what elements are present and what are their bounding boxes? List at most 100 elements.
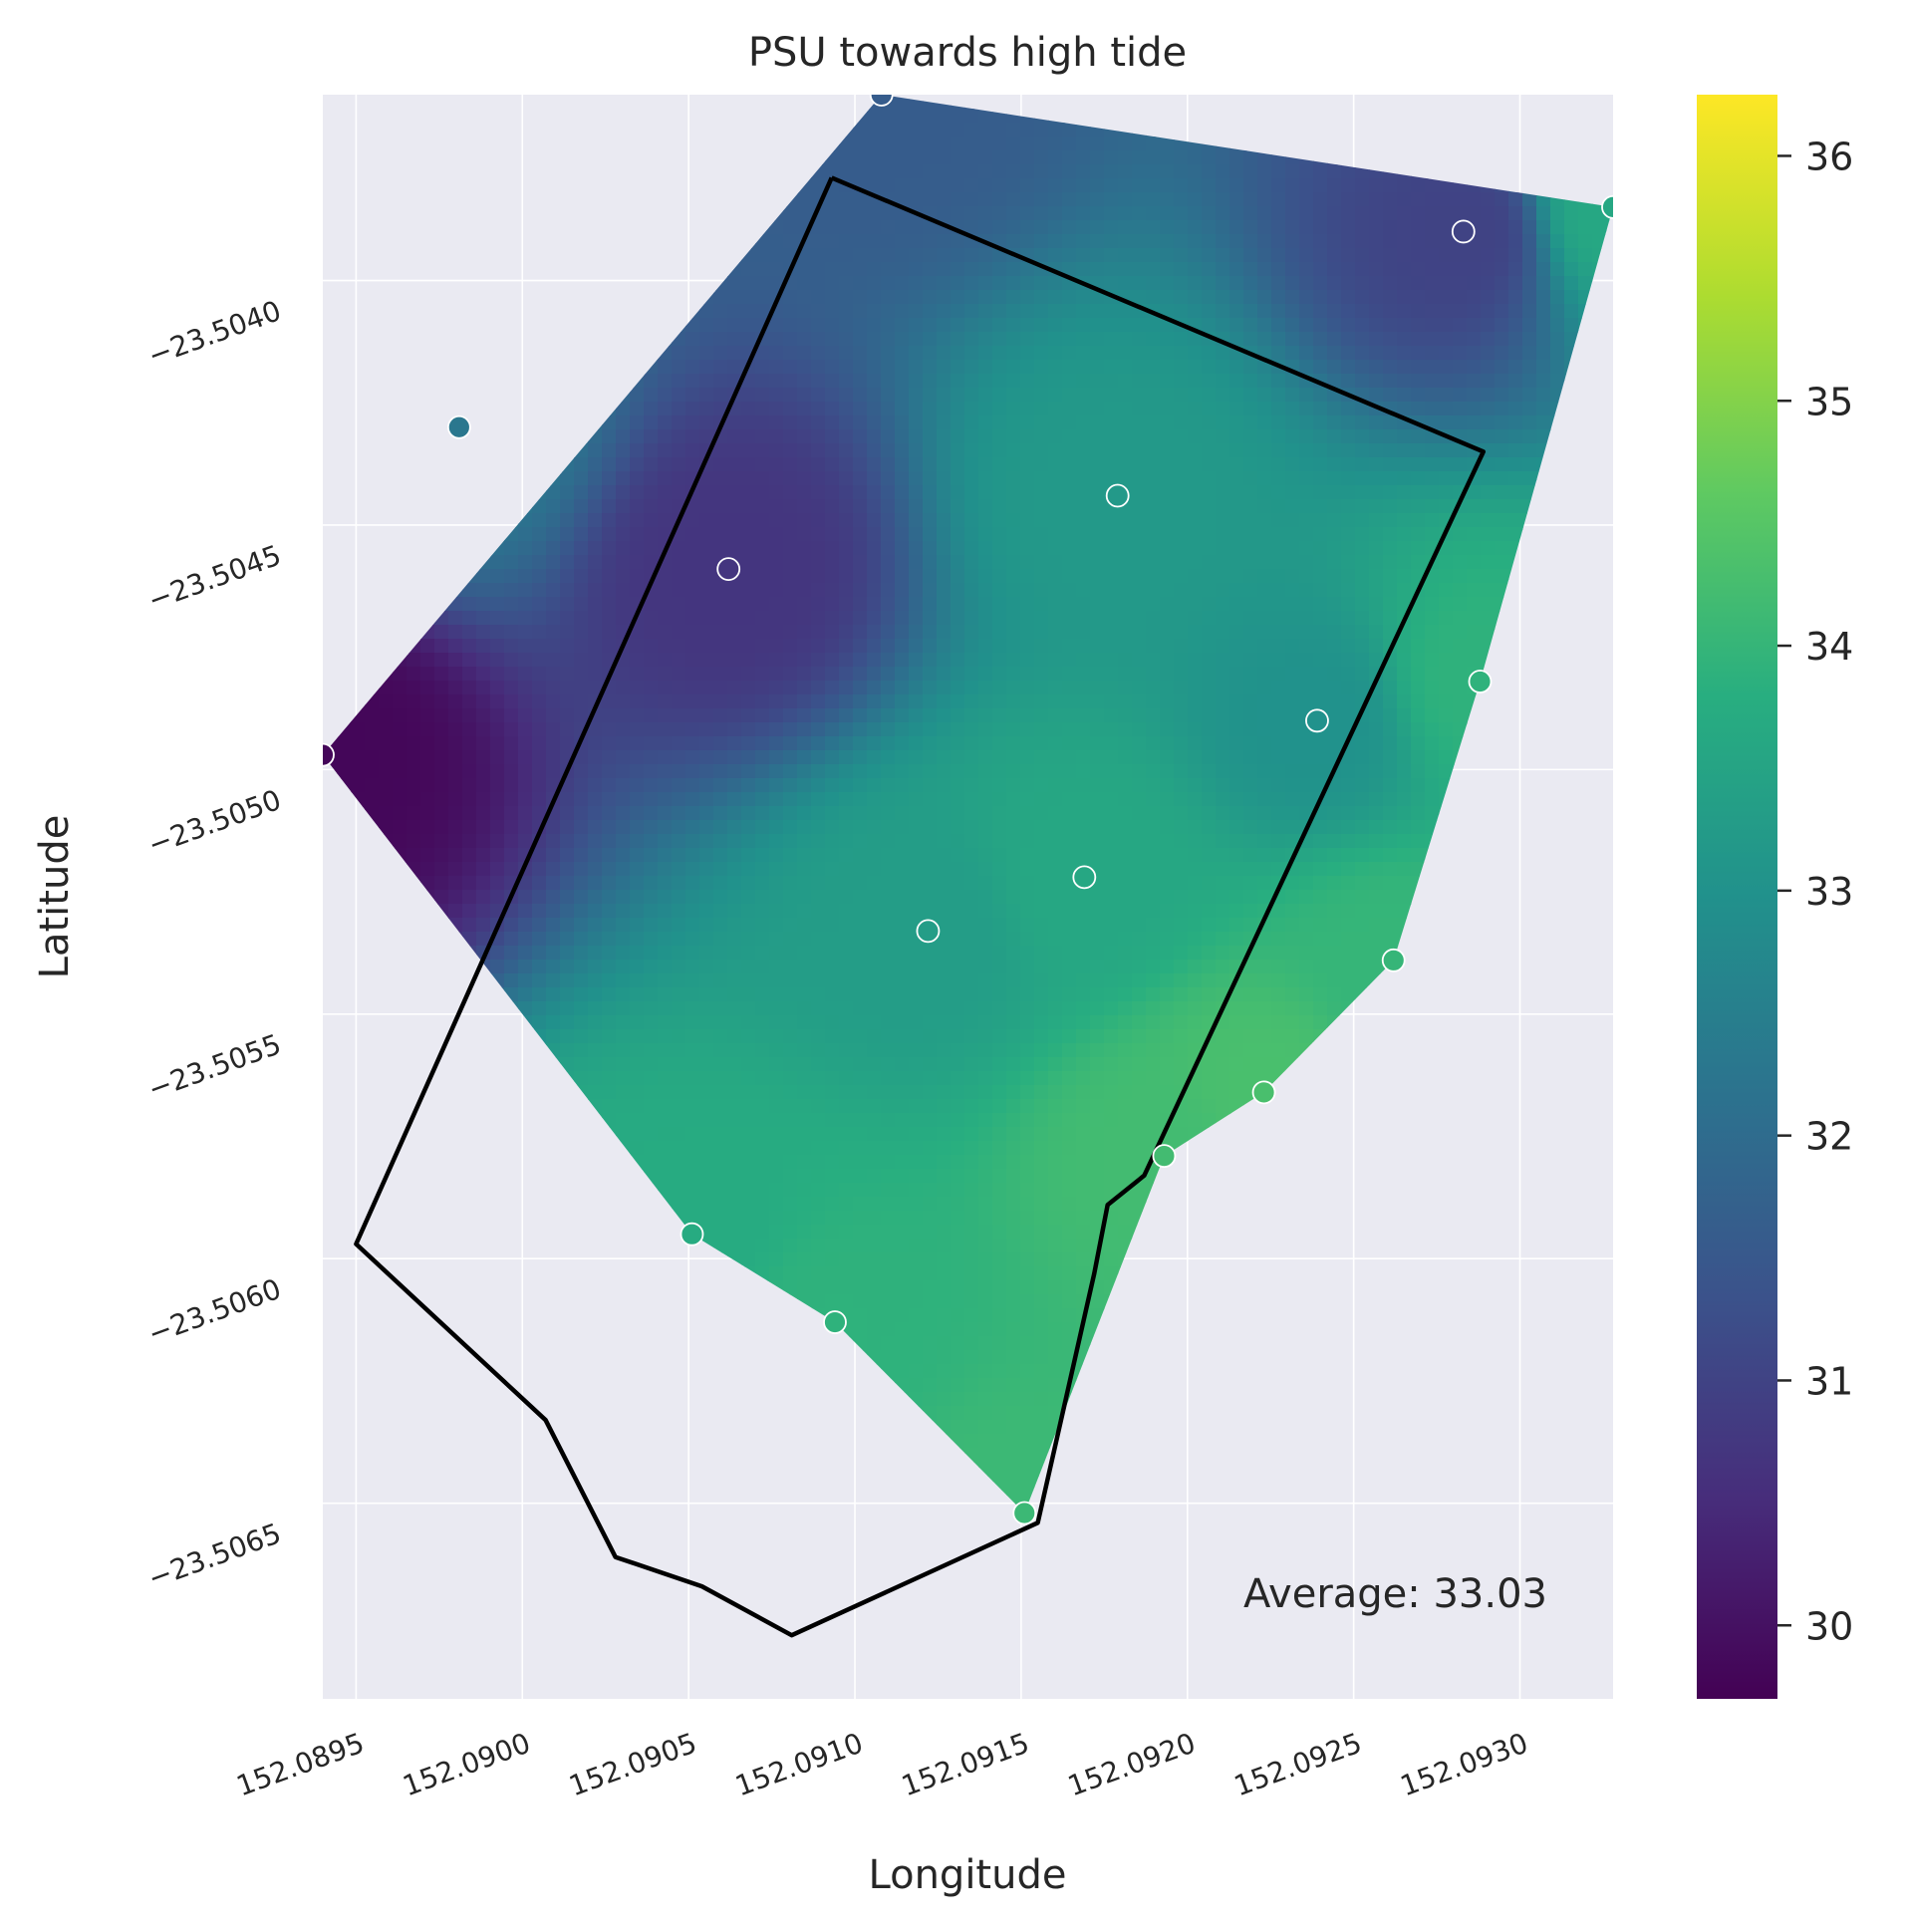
surface-cell (532, 736, 547, 751)
surface-cell (546, 708, 561, 723)
surface-cell (783, 750, 798, 765)
surface-cell (1160, 346, 1175, 361)
surface-cell (741, 290, 756, 305)
surface-cell (741, 541, 756, 556)
surface-cell (1216, 722, 1230, 737)
surface-cell (560, 722, 575, 737)
surface-cell (393, 764, 408, 779)
surface-cell (797, 402, 812, 416)
surface-cell (1327, 513, 1342, 528)
surface-cell (1188, 625, 1203, 640)
surface-cell (351, 95, 366, 96)
surface-cell (909, 304, 924, 319)
surface-cell (1425, 792, 1440, 807)
surface-cell (1299, 611, 1314, 626)
surface-cell (937, 276, 952, 291)
surface-cell (602, 750, 617, 765)
surface-cell (616, 750, 631, 765)
surface-cell (560, 694, 575, 709)
surface-cell (504, 694, 519, 709)
surface-cell (323, 360, 324, 375)
surface-cell (685, 667, 700, 682)
surface-cell (1271, 262, 1286, 277)
surface-cell (1076, 681, 1091, 695)
surface-cell (1202, 346, 1217, 361)
surface-cell (420, 778, 435, 793)
surface-cell (1034, 429, 1049, 444)
surface-cell (518, 806, 533, 821)
surface-cell (1188, 583, 1203, 598)
surface-cell (1397, 708, 1412, 723)
surface-cell (1327, 485, 1342, 500)
surface-cell (602, 639, 617, 654)
surface-cell (853, 681, 868, 695)
surface-cell (923, 499, 938, 514)
surface-cell (769, 471, 784, 486)
surface-cell (532, 694, 547, 709)
surface-cell (1118, 402, 1133, 416)
surface-cell (755, 555, 770, 570)
surface-cell (895, 150, 910, 165)
surface-cell (1048, 234, 1063, 249)
surface-cell (923, 318, 938, 333)
surface-cell (1006, 792, 1021, 807)
surface-cell (1620, 667, 1635, 682)
surface-cell (1048, 611, 1063, 626)
surface-cell (1132, 248, 1147, 263)
surface-cell (1243, 736, 1258, 751)
surface-cell (1229, 290, 1244, 305)
surface-cell (1508, 485, 1523, 500)
surface-cell (1229, 402, 1244, 416)
surface-cell (490, 694, 505, 709)
surface-cell (881, 639, 896, 654)
surface-cell (1229, 597, 1244, 612)
surface-cell (1620, 318, 1635, 333)
surface-cell (769, 499, 784, 514)
surface-cell (1620, 653, 1635, 668)
surface-cell (867, 429, 882, 444)
surface-cell (1006, 583, 1021, 598)
surface-cell (602, 625, 617, 640)
surface-cell (323, 374, 324, 389)
surface-cell (574, 667, 589, 682)
surface-cell (1383, 764, 1398, 779)
surface-cell (1174, 764, 1189, 779)
surface-cell (825, 318, 840, 333)
surface-cell (713, 750, 728, 765)
surface-cell (630, 708, 645, 723)
surface-cell (895, 192, 910, 207)
surface-cell (1397, 513, 1412, 528)
surface-cell (1299, 388, 1314, 403)
surface-cell (1383, 736, 1398, 751)
surface-cell (490, 792, 505, 807)
surface-cell (1536, 304, 1551, 319)
surface-cell (867, 527, 882, 542)
surface-cell (1620, 764, 1635, 779)
surface-cell (978, 360, 993, 375)
surface-cell (658, 485, 673, 500)
surface-cell (992, 527, 1007, 542)
surface-cell (1062, 374, 1077, 389)
surface-cell (1467, 318, 1482, 333)
surface-cell (644, 443, 659, 458)
surface-cell (1481, 220, 1496, 235)
surface-cell (909, 778, 924, 793)
surface-cell (532, 708, 547, 723)
surface-cell (1425, 220, 1440, 235)
surface-cell (1229, 332, 1244, 347)
surface-cell (978, 402, 993, 416)
surface-cell (923, 513, 938, 528)
surface-cell (881, 346, 896, 361)
surface-cell (1285, 778, 1300, 793)
surface-cell (1188, 681, 1203, 695)
surface-cell (1383, 248, 1398, 263)
surface-cell (1620, 569, 1635, 584)
surface-cell (1341, 513, 1356, 528)
surface-cell (1411, 527, 1426, 542)
surface-cell (616, 527, 631, 542)
surface-cell (1453, 597, 1468, 612)
surface-cell (992, 722, 1007, 737)
surface-cell (825, 764, 840, 779)
surface-cell (1271, 541, 1286, 556)
surface-cell (1355, 443, 1370, 458)
